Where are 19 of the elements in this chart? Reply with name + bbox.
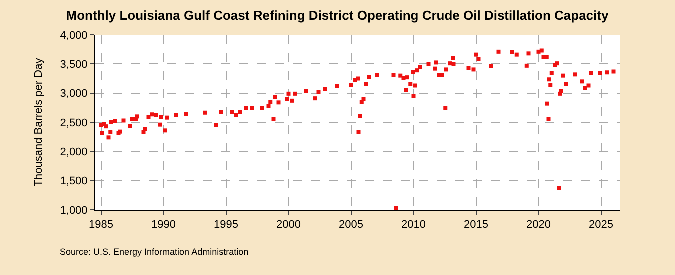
- y-tick-label: 3,500: [60, 59, 88, 72]
- x-tick-label: 1995: [214, 219, 238, 232]
- x-tick-label: 2010: [402, 219, 426, 232]
- y-tick-label: 3,000: [60, 88, 88, 100]
- x-tick-label: 2015: [464, 219, 488, 232]
- y-tick-label: 2,500: [60, 117, 88, 130]
- x-tick-label: 2005: [339, 219, 364, 232]
- y-axis-title: Thousand Barrels per Day: [32, 58, 45, 187]
- x-tick-label: 1990: [152, 219, 176, 232]
- x-tick-label: 2000: [276, 219, 301, 232]
- x-tick-label: 1985: [89, 219, 114, 232]
- x-tick-label: 2020: [526, 219, 551, 232]
- y-tick-label: 1,000: [60, 204, 88, 217]
- chart-title: Monthly Louisiana Gulf Coast Refining District Operating Crude Oil Distillation Capacity: [66, 8, 610, 24]
- y-tick-label: 4,000: [60, 30, 88, 42]
- x-tick-label: 2025: [589, 219, 614, 232]
- y-tick-label: 1,500: [60, 176, 88, 188]
- source-note: Source: U.S. Energy Information Administration: [60, 247, 249, 257]
- y-tick-label: 2,000: [60, 146, 88, 159]
